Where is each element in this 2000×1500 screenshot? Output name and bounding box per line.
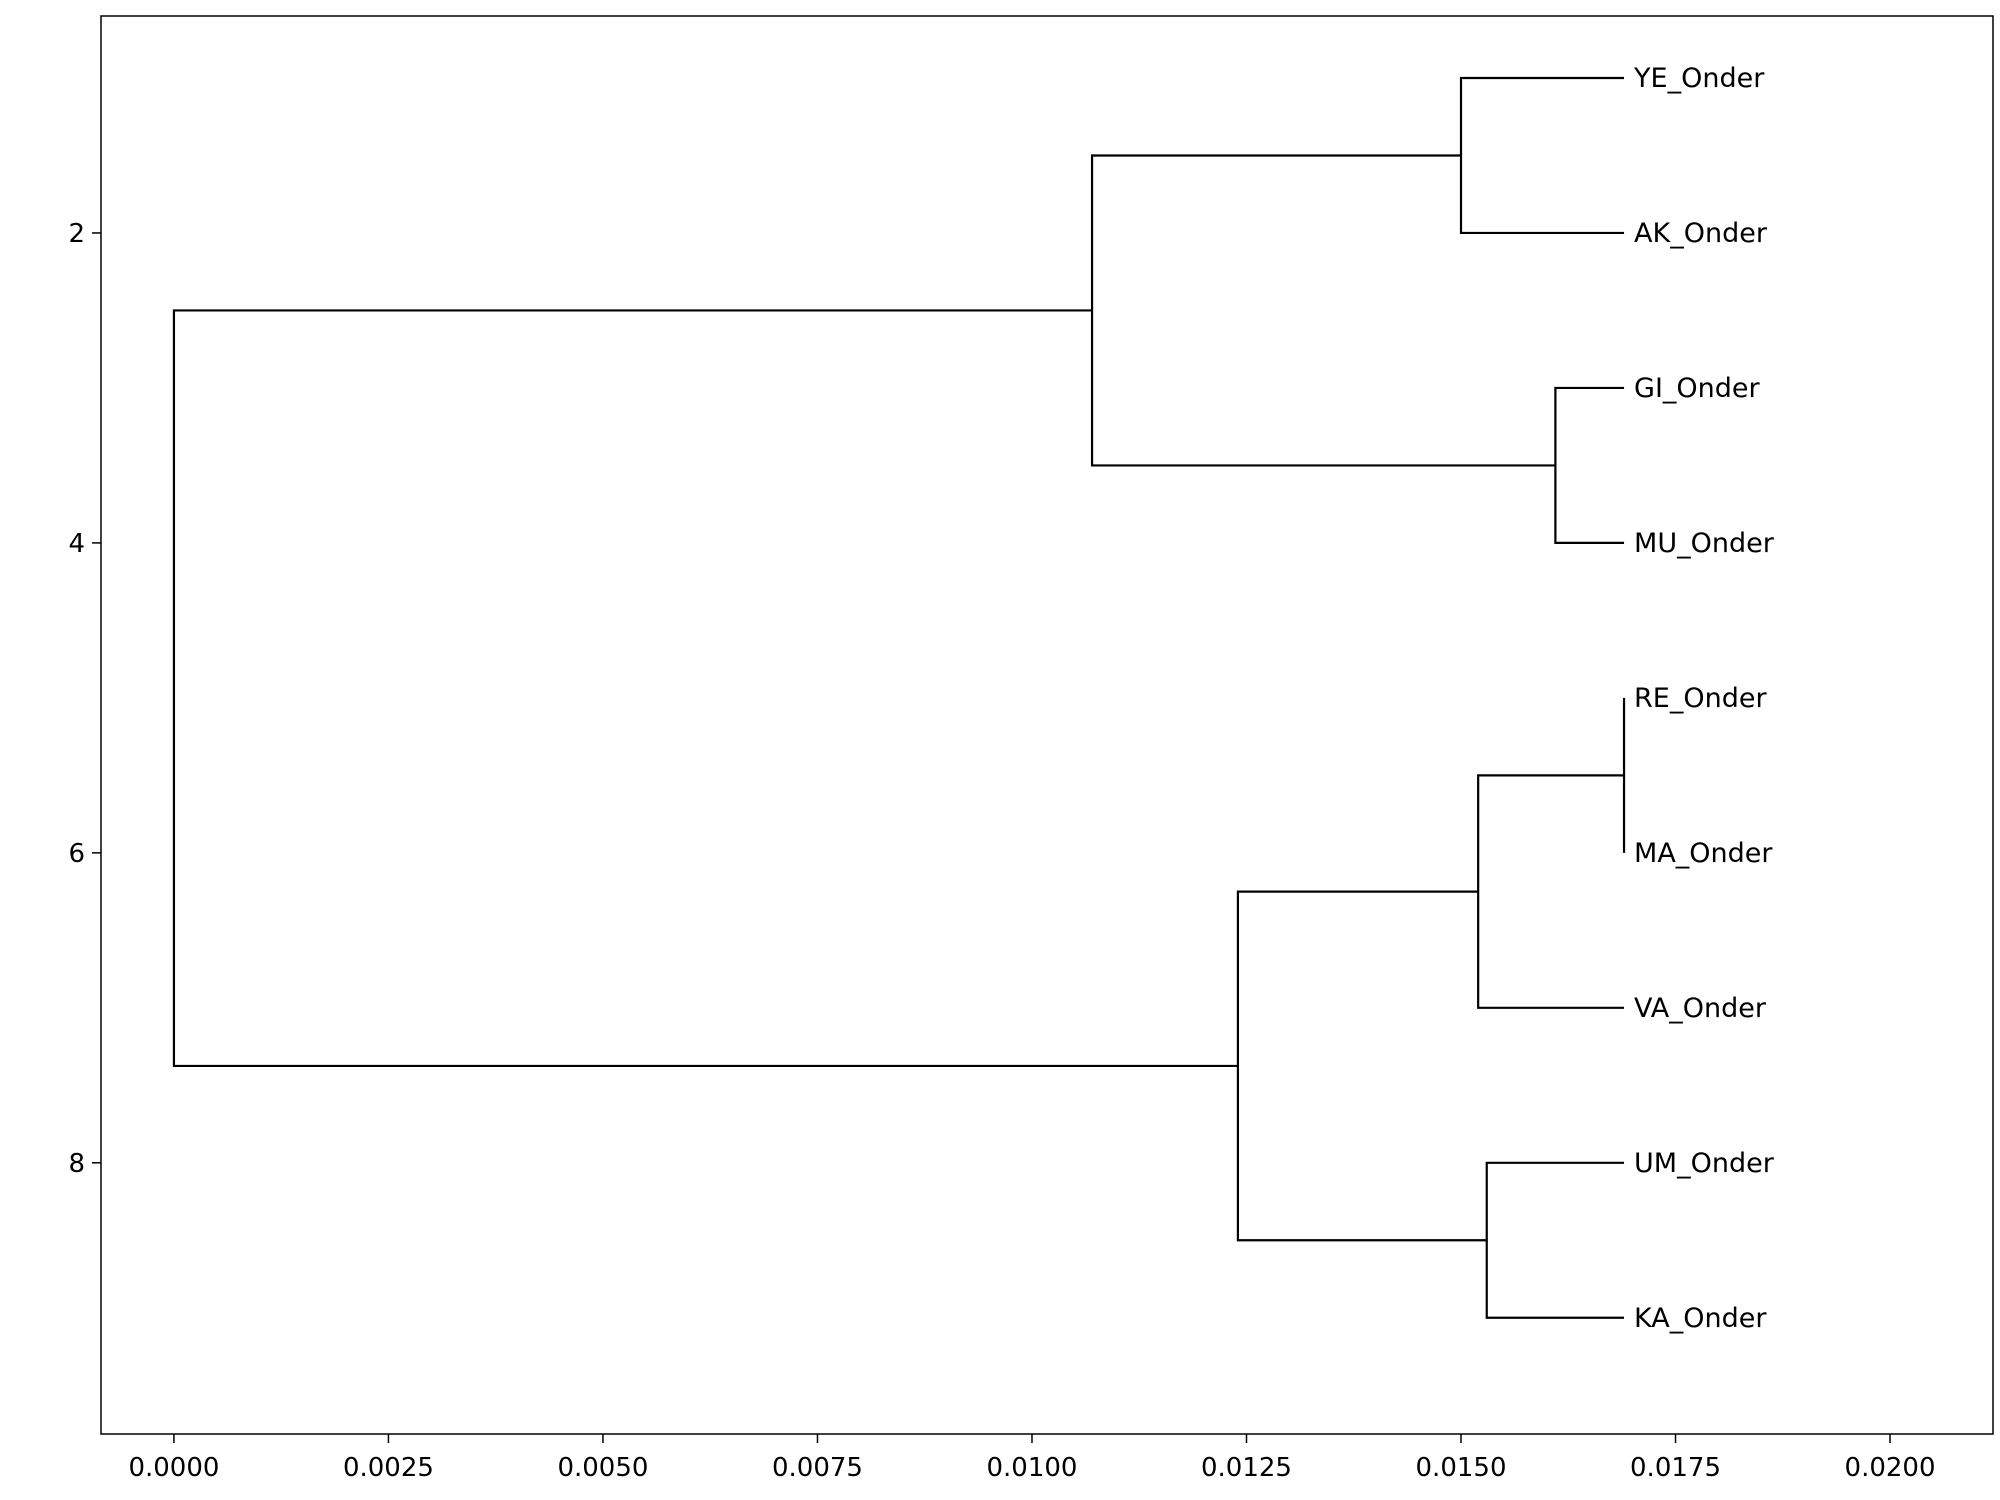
leaf-labels: YE_Onder AK_Onder GI_Onder MU_Onder RE_Onder… — [1633, 63, 1775, 1334]
x-tick-label: 0.0000 — [128, 1453, 219, 1483]
y-tick-label: 2 — [68, 219, 85, 249]
y-axis: 2 4 6 8 — [68, 219, 101, 1179]
x-tick-label: 0.0100 — [986, 1453, 1077, 1483]
x-tick-label: 0.0125 — [1201, 1453, 1292, 1483]
x-tick-label: 0.0075 — [772, 1453, 863, 1483]
plot-frame — [100, 15, 1994, 1435]
dendrogram-branch — [1477, 774, 1625, 1009]
dendrogram-branch — [1090, 154, 1556, 467]
dendrogram-branch — [1554, 386, 1625, 545]
leaf-label: AK_Onder — [1634, 218, 1768, 249]
leaf-label: GI_Onder — [1634, 373, 1760, 404]
x-tick-label: 0.0200 — [1845, 1453, 1936, 1483]
dendrogram-branch — [1459, 76, 1625, 235]
leaf-label: RE_Onder — [1634, 683, 1767, 714]
dendrogram-branch — [1485, 1161, 1625, 1319]
x-tick-label: 0.0150 — [1416, 1453, 1507, 1483]
leaf-label: UM_Onder — [1634, 1148, 1775, 1179]
leaf-label: MU_Onder — [1634, 528, 1775, 559]
leaf-label: KA_Onder — [1634, 1303, 1767, 1334]
x-axis: 0.0000 0.0025 0.0050 0.0075 0.0100 0.0125 0.01… — [128, 1434, 1936, 1483]
dendrogram-branch — [1236, 890, 1487, 1242]
y-tick-label: 8 — [68, 1149, 85, 1179]
dendrogram-branch — [172, 309, 1238, 1068]
y-tick-label: 4 — [68, 529, 85, 559]
x-tick-label: 0.0050 — [557, 1453, 648, 1483]
dendrogram-branches — [172, 76, 1626, 1319]
x-tick-label: 0.0175 — [1630, 1453, 1721, 1483]
y-tick-label: 6 — [68, 839, 85, 869]
leaf-label: MA_Onder — [1634, 838, 1773, 869]
x-tick-label: 0.0025 — [343, 1453, 434, 1483]
leaf-label: YE_Onder — [1633, 63, 1765, 94]
leaf-label: VA_Onder — [1634, 993, 1767, 1024]
